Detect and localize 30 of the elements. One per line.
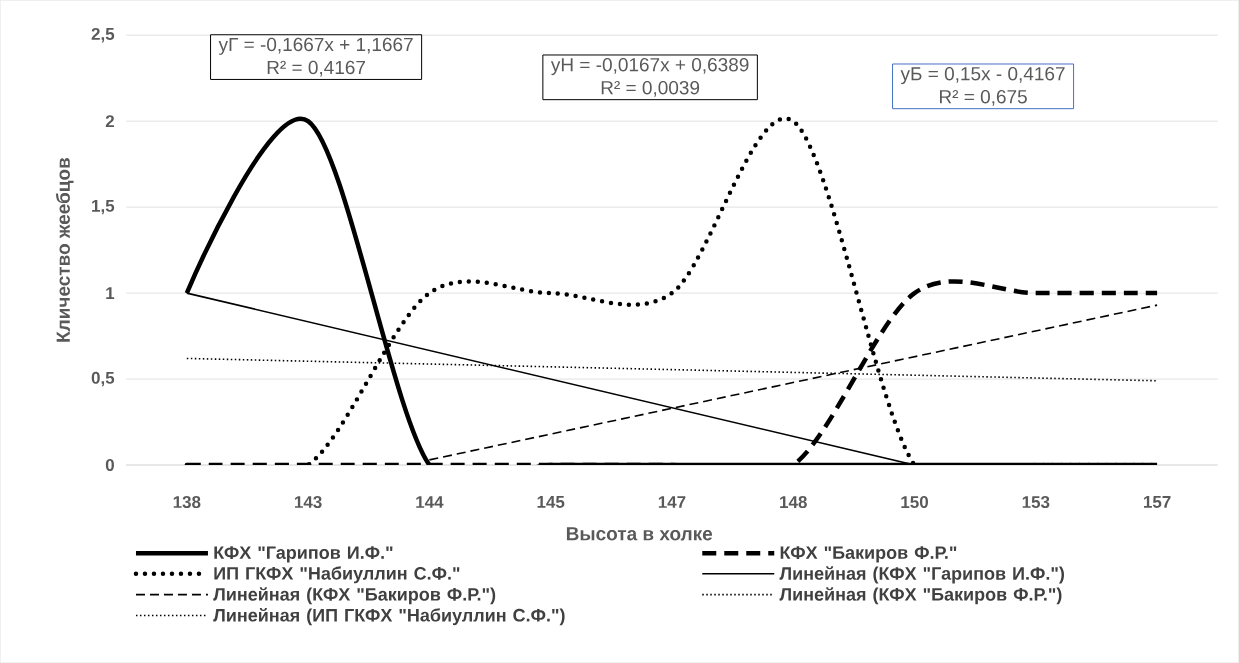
y-tick-label: 1,5 [92,199,115,215]
legend-label: ИП ГКФХ "Набиуллин С.Ф." [214,566,460,584]
x-axis-title: Высота в холке [566,527,713,541]
x-tick-label: 153 [1022,495,1050,508]
y-tick-label: 1 [106,287,115,299]
annotation: R² = 0,675 [940,89,1027,106]
legend-label: КФХ "Бакиров Ф.Р." [780,546,957,563]
annotation: yБ = 0,15x - 0,4167 [900,66,1065,85]
x-tick-label: 157 [1143,496,1171,508]
annotation: yГ = -0,1667x + 1,1667 [218,37,413,55]
x-tick-label: 147 [658,496,686,508]
x-tick-label: 138 [173,495,201,508]
legend-label: Линейная (ИП ГКФХ "Набиуллин С.Ф.") [213,607,565,626]
y-tick-label: 0 [105,458,114,471]
y-tick-label: 2,5 [91,27,115,43]
annotation: R² = 0,0039 [601,80,700,97]
y-tick-label: 0,5 [91,371,115,387]
y-axis-title: Кличество жеебцов [55,157,74,342]
y-tick-label: 2 [105,115,114,128]
x-tick-label: 150 [901,495,928,508]
legend-label: Линейная (КФХ "Бакиров Ф.Р.") [779,587,1062,605]
x-tick-label: 144 [416,496,444,508]
annotation: R² = 0,4167 [267,60,366,77]
annotation: yН = -0,0167x + 0,6389 [550,57,749,76]
legend-label: Линейная (КФХ "Гарипов И.Ф.") [779,566,1064,584]
legend-label: Линейная (КФХ "Бакиров Ф.Р.") [213,587,496,605]
x-tick-label: 148 [780,495,807,508]
legend-label: КФХ "Гарипов И.Ф." [214,546,393,563]
x-tick-label: 145 [537,496,565,508]
x-tick-label: 143 [295,495,322,508]
